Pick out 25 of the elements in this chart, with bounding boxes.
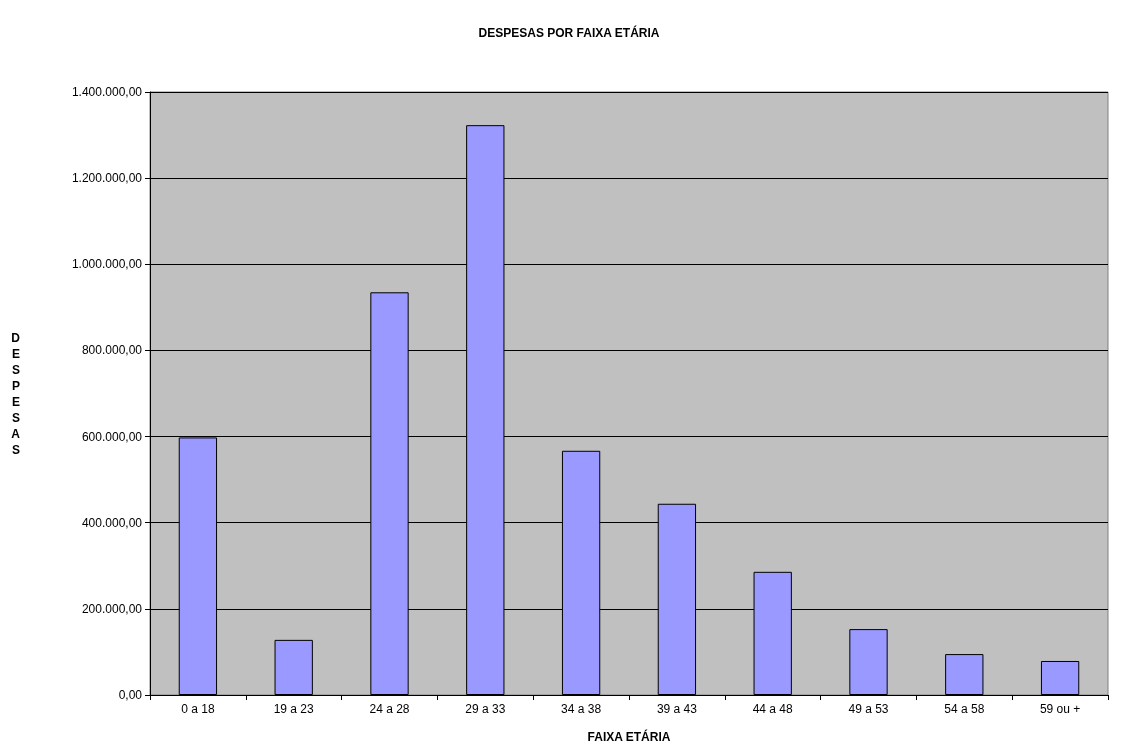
x-tick-label: 44 a 48 bbox=[752, 702, 794, 716]
x-tick-label: 34 a 38 bbox=[561, 702, 602, 716]
y-axis-title: DESPESAS bbox=[11, 330, 21, 457]
bar bbox=[849, 629, 888, 695]
y-tick-label: 400.000,00 bbox=[81, 515, 143, 530]
x-axis-title: FAIXA ETÁRIA bbox=[587, 729, 671, 744]
chart-title: DESPESAS POR FAIXA ETÁRIA bbox=[478, 25, 660, 40]
x-tick-label: 29 a 33 bbox=[465, 702, 506, 716]
y-tick-label: 1.000.000,00 bbox=[71, 257, 143, 272]
y-tick-label: 1.200.000,00 bbox=[71, 171, 143, 186]
bar bbox=[274, 639, 313, 695]
x-tick-label: 0 a 18 bbox=[181, 702, 215, 716]
y-tick-label: 200.000,00 bbox=[81, 601, 143, 616]
y-tick-label: 800.000,00 bbox=[81, 343, 143, 358]
x-tick-label: 39 a 43 bbox=[656, 702, 698, 716]
x-tick-label: 54 a 58 bbox=[944, 702, 985, 716]
y-tick-label: 0,00 bbox=[118, 688, 143, 702]
x-tick-label: 59 ou + bbox=[1039, 702, 1081, 716]
x-tick-label: 19 a 23 bbox=[273, 702, 315, 716]
bar bbox=[945, 654, 984, 695]
x-tick-label: 24 a 28 bbox=[369, 702, 410, 716]
bar bbox=[1040, 660, 1080, 695]
y-tick-label: 600.000,00 bbox=[81, 429, 143, 444]
x-tick-label: 49 a 53 bbox=[848, 702, 889, 716]
y-tick-label: 1.400.000,00 bbox=[71, 85, 143, 99]
